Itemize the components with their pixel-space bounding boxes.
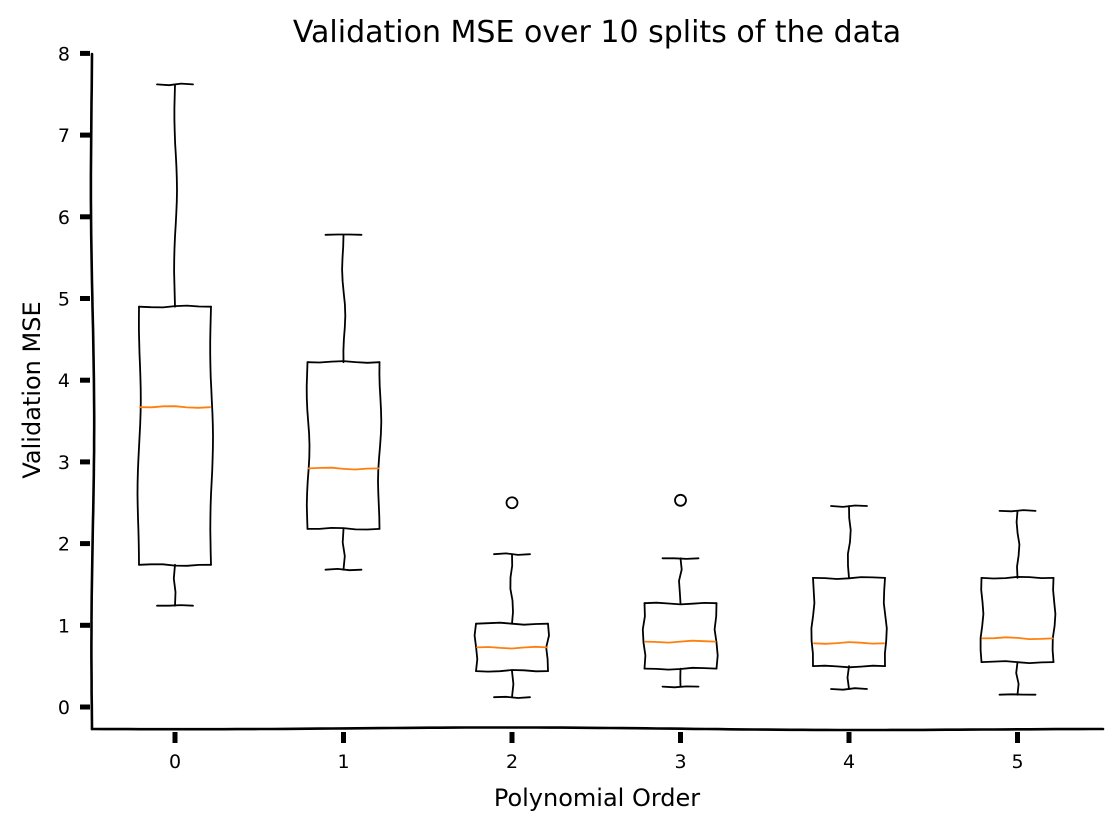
cap-low bbox=[661, 685, 700, 689]
median-line bbox=[139, 405, 211, 409]
y-axis-label: Validation MSE bbox=[18, 301, 46, 478]
y-axis-line bbox=[89, 52, 96, 731]
box-left bbox=[305, 361, 311, 530]
whisker-low bbox=[846, 665, 850, 690]
y-tick-label: 7 bbox=[58, 125, 70, 147]
y-tick-label: 6 bbox=[58, 207, 70, 229]
cap-low bbox=[493, 695, 531, 699]
y-tick-label: 8 bbox=[58, 43, 70, 65]
box-right bbox=[882, 577, 888, 667]
box-right bbox=[209, 305, 214, 566]
box-left bbox=[641, 602, 647, 670]
median-line bbox=[813, 641, 885, 645]
whisker-low bbox=[1015, 661, 1020, 696]
box-top bbox=[643, 601, 718, 606]
box-group-1 bbox=[305, 233, 383, 572]
x-tick-label: 1 bbox=[337, 751, 349, 773]
box-left bbox=[979, 577, 985, 663]
x-tick-label: 3 bbox=[674, 751, 686, 773]
whisker-high bbox=[341, 233, 347, 364]
y-tick-label: 4 bbox=[58, 370, 70, 392]
boxes bbox=[136, 82, 1057, 699]
y-tick-label: 5 bbox=[58, 289, 70, 311]
cap-low bbox=[156, 604, 194, 607]
box-group-0 bbox=[136, 82, 214, 607]
box-right bbox=[377, 361, 383, 530]
cap-high bbox=[661, 557, 700, 560]
whisker-low bbox=[511, 670, 515, 699]
x-tick-label: 0 bbox=[169, 751, 181, 773]
whisker-high bbox=[173, 83, 178, 308]
y-tick-label: 0 bbox=[58, 697, 70, 719]
cap-high bbox=[156, 82, 194, 87]
x-ticks: 0 1 2 3 4 5 bbox=[169, 732, 1024, 773]
whisker-high bbox=[1015, 510, 1021, 579]
x-tick-label: 5 bbox=[1011, 751, 1023, 773]
whisker-high bbox=[847, 505, 852, 579]
x-tick-label: 4 bbox=[843, 751, 855, 773]
cap-low bbox=[324, 568, 363, 572]
y-tick-label: 1 bbox=[58, 615, 70, 637]
y-tick-label: 3 bbox=[58, 452, 70, 474]
box-group-4 bbox=[810, 504, 888, 691]
median-line bbox=[981, 636, 1054, 640]
cap-high bbox=[830, 504, 868, 508]
cap-low bbox=[830, 687, 868, 691]
y-ticks: 0 1 2 3 4 5 6 7 8 bbox=[58, 43, 90, 719]
median-line bbox=[476, 645, 548, 650]
box-right bbox=[713, 602, 719, 670]
x-axis-label: Polynomial Order bbox=[494, 784, 700, 812]
axes bbox=[89, 52, 1105, 732]
y-tick-label: 2 bbox=[58, 534, 70, 556]
outlier-point bbox=[674, 493, 687, 507]
whisker-high bbox=[678, 557, 683, 605]
cap-high bbox=[998, 509, 1037, 513]
box-right bbox=[1051, 577, 1057, 663]
median-line bbox=[644, 639, 717, 644]
box-group-5 bbox=[979, 509, 1057, 696]
whisker-high bbox=[509, 553, 514, 625]
box-group-2 bbox=[473, 496, 550, 699]
whisker-low bbox=[172, 563, 177, 607]
x-tick-label: 2 bbox=[506, 751, 518, 773]
whisker-low bbox=[341, 528, 346, 571]
box-bottom bbox=[475, 669, 549, 673]
chart-title: Validation MSE over 10 splits of the dat… bbox=[293, 15, 901, 50]
cap-high bbox=[493, 552, 531, 556]
x-axis-line bbox=[90, 726, 1105, 732]
outlier-point bbox=[505, 496, 519, 510]
box-left bbox=[810, 577, 816, 667]
box-left bbox=[136, 305, 142, 566]
median-line bbox=[307, 466, 380, 471]
box-group-3 bbox=[641, 493, 719, 689]
